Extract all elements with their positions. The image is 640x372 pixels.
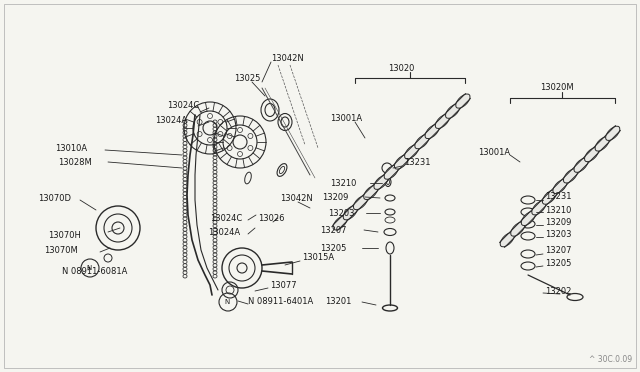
Text: 13070D: 13070D (38, 193, 71, 202)
Text: 13024C: 13024C (210, 214, 243, 222)
Ellipse shape (425, 125, 439, 139)
Ellipse shape (404, 145, 419, 159)
Text: N 08911-6401A: N 08911-6401A (248, 298, 313, 307)
Ellipse shape (364, 185, 378, 199)
Ellipse shape (553, 179, 567, 194)
Text: 13203: 13203 (328, 208, 355, 218)
Text: 13070M: 13070M (44, 246, 77, 254)
Text: ^ 30C.0.09: ^ 30C.0.09 (589, 355, 632, 364)
Text: 13042N: 13042N (271, 54, 304, 62)
Text: 13020: 13020 (388, 64, 414, 73)
Text: 13015A: 13015A (302, 253, 334, 263)
Ellipse shape (605, 126, 620, 141)
Ellipse shape (563, 169, 578, 183)
Text: 13202: 13202 (545, 288, 572, 296)
Text: 13205: 13205 (320, 244, 346, 253)
Text: 13201: 13201 (325, 298, 351, 307)
Ellipse shape (595, 137, 609, 151)
Ellipse shape (532, 201, 546, 215)
Text: 13001A: 13001A (478, 148, 510, 157)
Ellipse shape (511, 222, 525, 236)
Ellipse shape (584, 147, 599, 162)
Ellipse shape (456, 94, 470, 108)
Text: 13210: 13210 (545, 205, 572, 215)
Ellipse shape (343, 206, 358, 220)
Ellipse shape (374, 175, 388, 189)
Text: 13203: 13203 (545, 230, 572, 238)
Text: N: N (224, 299, 229, 305)
Text: N: N (86, 265, 92, 271)
Ellipse shape (353, 196, 368, 210)
Text: 13207: 13207 (320, 225, 346, 234)
Text: 13209: 13209 (322, 192, 348, 202)
Ellipse shape (333, 216, 348, 230)
Text: 13028M: 13028M (58, 157, 92, 167)
Text: 13231: 13231 (545, 192, 572, 201)
Text: 13010A: 13010A (55, 144, 87, 153)
Text: 13024A: 13024A (208, 228, 240, 237)
Text: 13001A: 13001A (330, 113, 362, 122)
Text: 13025: 13025 (234, 74, 260, 83)
Ellipse shape (445, 104, 460, 118)
Ellipse shape (384, 165, 399, 179)
Text: 13026: 13026 (258, 214, 285, 222)
Ellipse shape (415, 135, 429, 149)
Text: N 08911-6081A: N 08911-6081A (62, 267, 127, 276)
Text: 13077: 13077 (270, 280, 296, 289)
Text: 13024C: 13024C (167, 100, 199, 109)
Ellipse shape (394, 155, 408, 169)
Text: 13209: 13209 (545, 218, 572, 227)
Ellipse shape (500, 232, 515, 247)
Ellipse shape (574, 158, 588, 172)
Ellipse shape (542, 190, 557, 204)
Ellipse shape (521, 211, 536, 225)
Text: 13070H: 13070H (48, 231, 81, 240)
Text: 13207: 13207 (545, 246, 572, 254)
Text: 13231: 13231 (404, 157, 431, 167)
Text: 13042N: 13042N (280, 193, 313, 202)
Text: 13205: 13205 (545, 260, 572, 269)
Ellipse shape (435, 114, 449, 128)
Text: 13024A: 13024A (155, 115, 187, 125)
Text: 13020M: 13020M (540, 83, 573, 92)
Text: 13210: 13210 (330, 179, 356, 187)
